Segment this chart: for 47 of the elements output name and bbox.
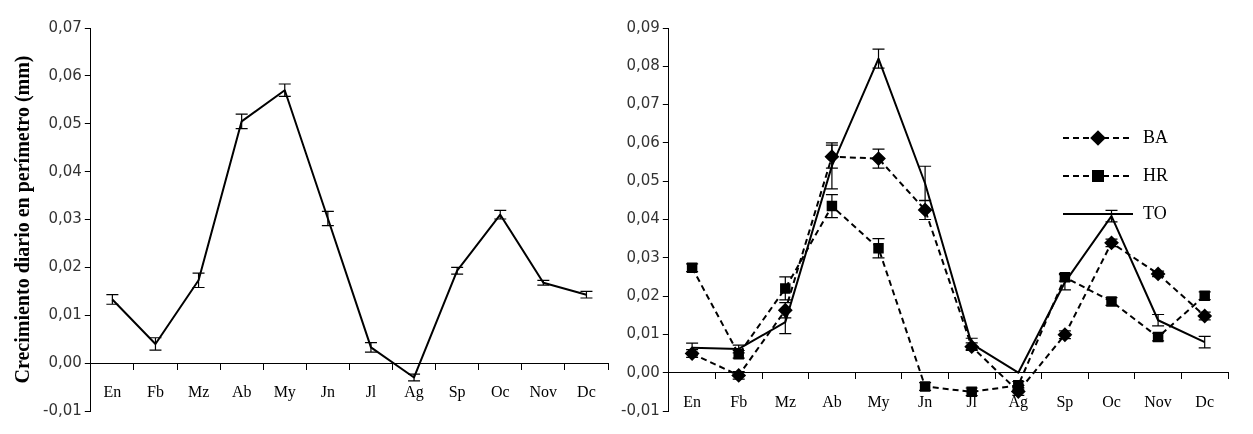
y-tick-label: 0,02 xyxy=(48,257,82,276)
x-tick-label: Jn xyxy=(917,392,933,410)
x-tick-label: My xyxy=(867,392,890,411)
y-tick-label: 0,06 xyxy=(48,65,82,84)
x-tick-label: Ab xyxy=(231,382,252,400)
y-tick-label: 0,05 xyxy=(48,113,82,132)
x-tick-label: Jn xyxy=(320,382,335,400)
y-tick-label: 0,04 xyxy=(626,209,660,228)
x-tick-label: Dc xyxy=(1195,392,1215,410)
x-tick-label: Dc xyxy=(577,382,596,400)
x-tick-label: Fb xyxy=(730,392,748,410)
x-tick-label: En xyxy=(683,392,701,410)
x-tick-label: Fb xyxy=(147,382,164,400)
y-tick-label: 0,06 xyxy=(626,132,660,151)
y-tick-label: 0,05 xyxy=(626,171,660,190)
y-tick-label: 0,04 xyxy=(48,161,82,180)
y-tick-label: 0,01 xyxy=(48,305,82,324)
x-tick-label: Oc xyxy=(490,382,510,400)
y-tick-label: 0,09 xyxy=(626,17,660,36)
x-tick-label: En xyxy=(103,382,122,400)
y-tick-label: -0,01 xyxy=(621,400,660,419)
y-tick-label: 0,00 xyxy=(626,362,660,381)
x-tick-label: Sp xyxy=(448,382,466,401)
x-tick-label: Mz xyxy=(187,382,210,400)
x-tick-label: Oc xyxy=(1102,392,1121,410)
y-tick-label: -0,01 xyxy=(43,400,82,419)
y-tick-label: 0,07 xyxy=(626,94,660,113)
y-tick-label: 0,02 xyxy=(626,285,660,304)
x-tick-label: Mz xyxy=(774,392,796,410)
x-tick-label: Ag xyxy=(1008,392,1029,411)
y-tick-label: 0,01 xyxy=(626,324,660,343)
legend-label: BA xyxy=(1143,126,1169,147)
y-tick-label: 0,07 xyxy=(48,17,82,36)
y-tick-label: 0,03 xyxy=(48,209,82,228)
x-tick-label: Nov xyxy=(529,382,558,400)
y-tick-label: 0,08 xyxy=(626,56,660,75)
x-tick-label: Ag xyxy=(404,382,424,401)
x-tick-label: Sp xyxy=(1056,392,1074,411)
legend-label: TO xyxy=(1143,202,1167,223)
y-tick-label: 0,03 xyxy=(626,247,660,266)
y-axis-title: Crecimiento diario en perímetro (mm) xyxy=(11,55,35,384)
x-tick-label: Ab xyxy=(822,392,842,410)
x-tick-label: My xyxy=(273,382,296,401)
x-tick-label: Nov xyxy=(1144,392,1172,410)
y-tick-label: 0,00 xyxy=(48,353,82,372)
legend-label: HR xyxy=(1143,164,1169,185)
x-tick-label: Jl xyxy=(365,382,377,400)
